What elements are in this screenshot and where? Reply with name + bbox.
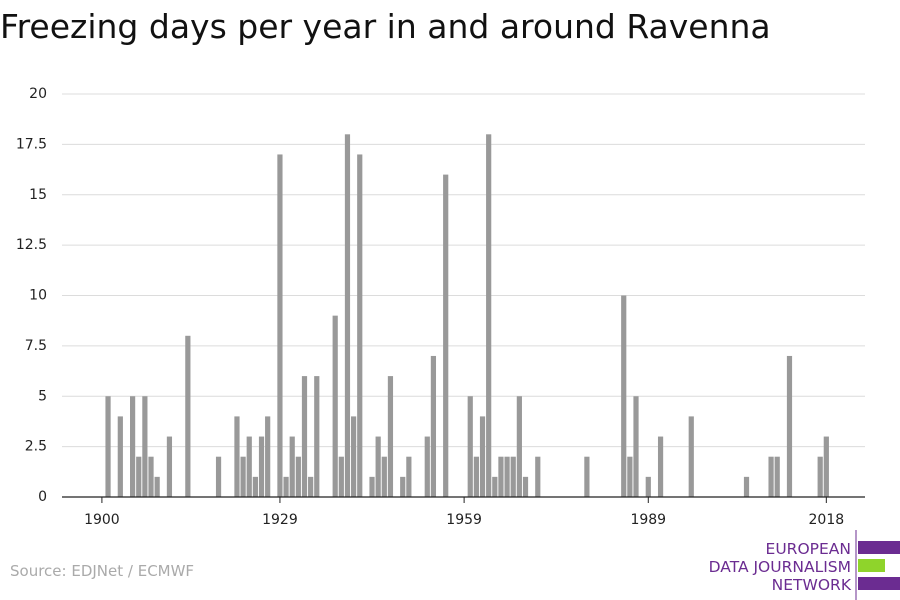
bar [627, 456, 633, 497]
bar [142, 396, 148, 497]
bar [479, 416, 486, 497]
bar [486, 134, 492, 498]
bar [645, 476, 651, 497]
bar [344, 134, 351, 498]
bar [117, 416, 123, 497]
bar [166, 436, 173, 497]
bar [467, 396, 473, 497]
y-tick-label: 20 [29, 86, 47, 102]
bar [473, 456, 479, 497]
bar [786, 355, 793, 497]
bar [240, 456, 246, 497]
bar [289, 436, 295, 497]
bar [430, 355, 437, 497]
bar [301, 376, 308, 497]
logo-bar [858, 541, 900, 554]
bar [154, 476, 160, 497]
bar [743, 476, 750, 497]
bar [148, 456, 154, 497]
bar [621, 295, 627, 497]
bar [657, 436, 664, 497]
y-tick-label: 15 [29, 187, 47, 203]
bar [498, 456, 504, 497]
bar [688, 416, 694, 497]
bar [774, 456, 780, 497]
x-tick-label: 1959 [446, 512, 482, 528]
bar [105, 396, 111, 497]
bar [277, 154, 283, 497]
bar [492, 476, 498, 497]
bar [351, 416, 357, 497]
bar [633, 396, 639, 497]
y-tick-label: 0 [38, 489, 47, 505]
bar [817, 456, 823, 497]
bar [215, 456, 222, 497]
bar [768, 456, 774, 497]
bar [234, 416, 240, 497]
y-tick-label: 7.5 [25, 338, 47, 354]
bar [504, 456, 510, 497]
bar [246, 436, 252, 497]
bar [136, 456, 142, 497]
y-tick-label: 17.5 [16, 136, 47, 152]
bar [185, 335, 191, 497]
logo-text: NETWORK [772, 576, 852, 594]
bar [823, 436, 829, 497]
bar [265, 416, 271, 497]
bar [314, 376, 320, 497]
bar [424, 436, 430, 497]
x-tick-label: 1989 [630, 512, 666, 528]
y-tick-label: 12.5 [16, 237, 47, 253]
bar [535, 456, 541, 497]
x-tick-label: 1900 [84, 512, 120, 528]
bar [283, 476, 289, 497]
bar [400, 476, 406, 497]
logo: EUROPEAN DATA JOURNALISM NETWORK [709, 530, 900, 600]
bar [584, 456, 590, 497]
bar [516, 396, 522, 497]
bar [130, 396, 136, 497]
logo-bar [858, 559, 885, 572]
y-tick-label: 2.5 [25, 439, 47, 455]
bar [357, 154, 363, 497]
bar [522, 476, 529, 497]
logo-text: DATA JOURNALISM [709, 558, 851, 576]
y-tick-label: 5 [38, 388, 47, 404]
bar [258, 436, 265, 497]
bar [369, 476, 375, 497]
y-tick-label: 10 [29, 288, 47, 304]
x-tick-label: 2018 [809, 512, 845, 528]
logo-text: EUROPEAN [766, 540, 851, 558]
bar [406, 456, 412, 497]
bar [295, 456, 301, 497]
bar [252, 476, 258, 497]
bar [443, 174, 449, 497]
logo-bar [858, 577, 900, 590]
bar [510, 456, 516, 497]
source: Source: EDJNet / ECMWF [10, 562, 194, 580]
bar [375, 436, 381, 497]
bar [338, 456, 344, 497]
x-tick-label: 1929 [262, 512, 298, 528]
bar [381, 456, 387, 497]
bar [387, 376, 394, 497]
bar [332, 315, 338, 497]
chart-title: Freezing days per year in and around Rav… [0, 7, 771, 46]
bar [308, 476, 314, 497]
